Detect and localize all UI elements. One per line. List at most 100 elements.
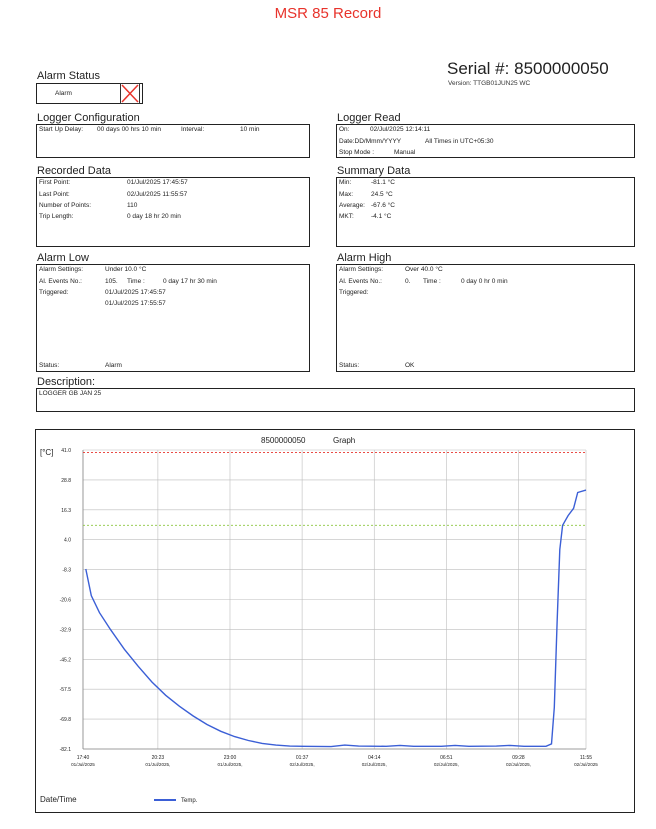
last-point-value: 02/Jul/2025 11:55:57 (127, 191, 188, 198)
alarm-high-settings-value: Over 40.0 °C (405, 266, 443, 273)
x-tick-date: 02/Jul/2025, (362, 762, 387, 767)
alarm-high-box: Alarm Settings: Over 40.0 °C Al. Events … (336, 264, 635, 372)
alarm-low-settings-label: Alarm Settings: (39, 266, 84, 273)
y-tick-label: -45.2 (60, 657, 72, 663)
alarm-status-heading: Alarm Status (37, 70, 100, 82)
alarm-low-box: Alarm Settings: Under 10.0 °C Al. Events… (36, 264, 310, 372)
alarm-low-triggered-2: 01/Jul/2025 17:55:57 (105, 300, 166, 307)
startup-delay-value: 00 days 00 hrs 10 min (97, 126, 161, 133)
y-tick-label: 28.8 (61, 478, 71, 484)
description-heading: Description: (37, 376, 96, 388)
alarm-low-heading: Alarm Low (37, 252, 89, 264)
stop-mode-label: Stop Mode : (339, 149, 375, 156)
alarm-low-status-value: Alarm (105, 362, 122, 369)
y-tick-label: -57.5 (60, 687, 72, 693)
x-tick-date: 02/Jul/2025 (574, 762, 598, 767)
time-zone-note: All Times in UTC+05:30 (425, 138, 494, 145)
graph-panel: 8500000050 Graph [°C] 41.0 28.8 16.3 4.0 -8.… (35, 429, 635, 813)
document-title: MSR 85 Record (274, 5, 382, 22)
logger-config-box: Start Up Delay: 00 days 00 hrs 10 min In… (36, 124, 310, 158)
alarm-high-status-value: OK (405, 362, 415, 369)
max-value: 24.5 °C (371, 191, 393, 198)
serial-label: Serial #: (447, 59, 510, 78)
x-tick-time: 17:40 (77, 755, 90, 761)
legend-label: Temp. (181, 798, 198, 804)
x-tick-labels: 17:4001/Jul/202520:2301/Jul/2025,23:0001… (71, 755, 598, 767)
x-tick-time: 06:51 (440, 755, 453, 761)
graph-title-serial: 8500000050 (261, 436, 306, 445)
alarm-status-label: Alarm (55, 90, 72, 97)
x-tick-date: 02/Jul/2025, (290, 762, 315, 767)
summary-data-box: Min: -81.1 °C Max: 24.5 °C Average: -67.… (336, 177, 635, 247)
alarm-low-status-label: Status: (39, 362, 60, 369)
alarm-high-settings-label: Alarm Settings: (339, 266, 384, 273)
last-point-label: Last Point: (39, 191, 70, 198)
alarm-low-triggered-1: 01/Jul/2025 17:45:57 (105, 289, 166, 296)
serial-value: 8500000050 (514, 59, 609, 78)
alarm-high-heading: Alarm High (337, 252, 392, 264)
mkt-label: MKT: (339, 213, 354, 220)
x-tick-time: 20:23 (152, 755, 165, 761)
trip-length-value: 0 day 18 hr 20 min (127, 213, 181, 220)
number-of-points-value: 110 (127, 202, 138, 209)
x-axis-label: Date/Time (40, 795, 77, 804)
x-tick-time: 04:14 (368, 755, 381, 761)
alarm-low-events-label: Al. Events No.: (39, 278, 82, 285)
serial-number: Serial #: 8500000050 (447, 59, 609, 79)
mkt-value: -4.1 °C (371, 213, 392, 220)
alarm-low-time-label: Time : (127, 278, 145, 285)
temperature-chart: 8500000050 Graph [°C] 41.0 28.8 16.3 4.0 -8.… (40, 436, 598, 804)
alarm-low-settings-value: Under 10.0 °C (105, 266, 147, 273)
alarm-high-time-value: 0 day 0 hr 0 min (461, 278, 508, 285)
description-value: LOGGER GB JAN 25 (39, 390, 102, 397)
alarm-high-events-label: Al. Events No.: (339, 278, 382, 285)
average-label: Average: (339, 202, 365, 209)
max-label: Max: (339, 191, 354, 198)
x-tick-time: 09:28 (512, 755, 525, 761)
average-value: -67.6 °C (371, 202, 395, 209)
date-format: Date:DD/Mmm/YYYY (339, 138, 402, 145)
trip-length-label: Trip Length: (39, 213, 74, 220)
alarm-high-events-value: 0. (405, 278, 411, 285)
alarm-low-time-value: 0 day 17 hr 30 min (163, 278, 217, 285)
x-tick-date: 01/Jul/2025, (217, 762, 242, 767)
x-tick-time: 23:00 (224, 755, 237, 761)
y-tick-label: -8.3 (62, 568, 71, 574)
logger-read-box: On: 02/Jul/2025 12:14:11 Date:DD/Mmm/YYY… (336, 124, 635, 158)
alarm-low-events-value: 105. (105, 278, 118, 285)
logger-config-heading: Logger Configuration (37, 112, 140, 124)
y-tick-label: -82.1 (60, 747, 72, 753)
chart-series (85, 489, 587, 748)
recorded-data-heading: Recorded Data (37, 165, 111, 177)
x-tick-date: 02/Jul/2025, (506, 762, 531, 767)
logger-read-on-value: 02/Jul/2025 12:14:11 (370, 126, 431, 133)
y-axis-unit: [°C] (40, 448, 53, 457)
x-tick-time: 01:37 (296, 755, 309, 761)
y-tick-label: -20.6 (60, 598, 72, 604)
alarm-low-triggered-label: Triggered: (39, 289, 69, 296)
interval-value: 10 min (240, 126, 260, 133)
recorded-data-box: First Point: 01/Jul/2025 17:45:57 Last P… (36, 177, 310, 247)
min-value: -81.1 °C (371, 179, 395, 186)
alarm-status-box: Alarm (36, 83, 143, 104)
first-point-label: First Point: (39, 179, 71, 186)
threshold-lines (83, 451, 586, 526)
alarm-high-time-label: Time : (423, 278, 441, 285)
logger-read-on-label: On: (339, 126, 350, 133)
startup-delay-label: Start Up Delay: (39, 126, 84, 133)
y-tick-label: 4.0 (64, 538, 71, 544)
alarm-high-triggered-label: Triggered: (339, 289, 369, 296)
x-tick-time: 11:55 (580, 755, 592, 761)
x-tick-date: 02/Jul/2025, (434, 762, 459, 767)
temp-series-line (85, 489, 587, 748)
summary-data-heading: Summary Data (337, 165, 411, 177)
x-tick-date: 01/Jul/2025 (71, 762, 95, 767)
min-label: Min: (339, 179, 352, 186)
alarm-high-status-label: Status: (339, 362, 360, 369)
x-tick-date: 01/Jul/2025, (145, 762, 170, 767)
y-tick-label: 41.0 (61, 448, 71, 454)
y-tick-label: -32.9 (60, 627, 72, 633)
first-point-value: 01/Jul/2025 17:45:57 (127, 179, 188, 186)
y-tick-label: -69.8 (60, 717, 72, 723)
y-tick-labels: 41.0 28.8 16.3 4.0 -8.3 -20.6 -32.9 -45.2 -57.5 -… (60, 448, 72, 753)
